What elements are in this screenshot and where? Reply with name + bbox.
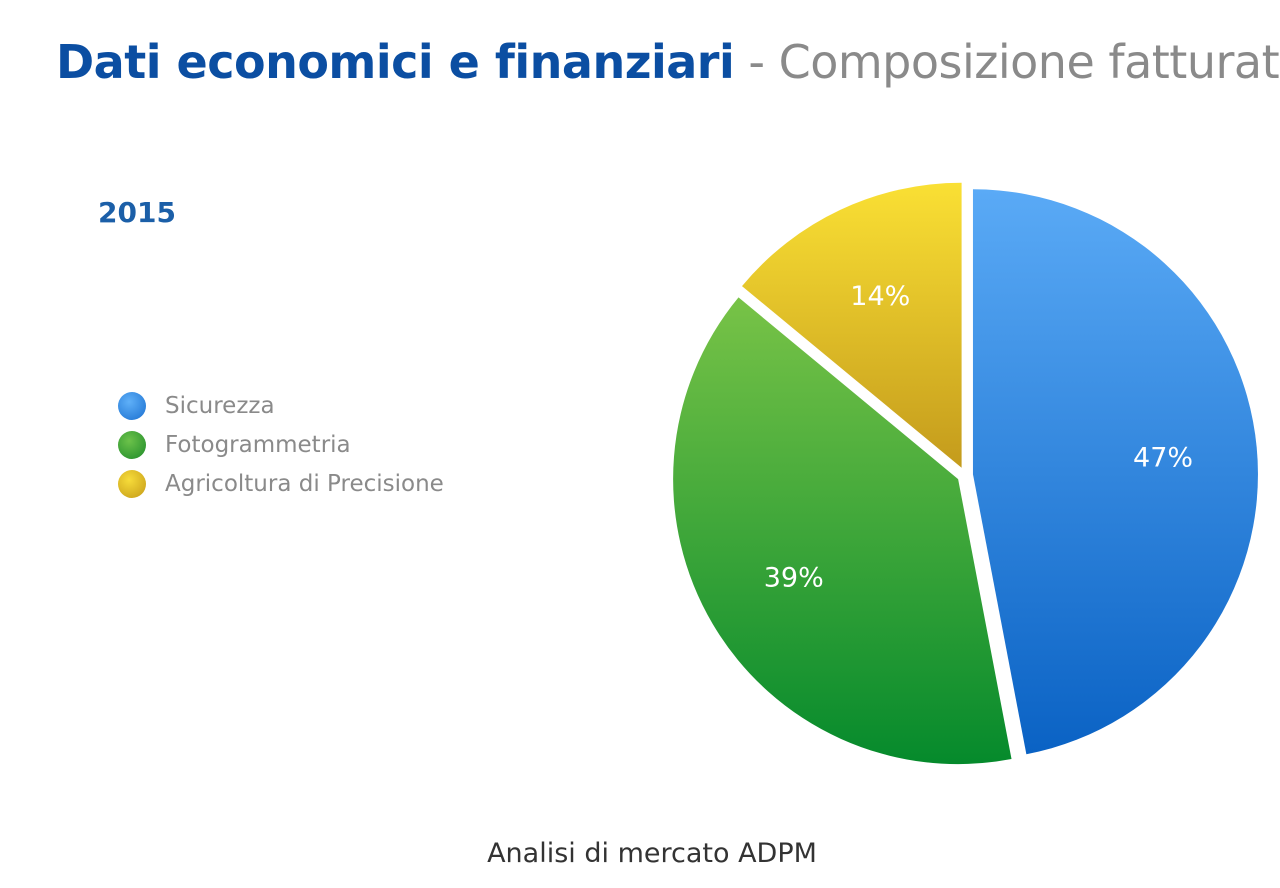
page-title: Dati economici e finanziari - Composizio… (56, 30, 1280, 94)
pie-slice-sicurezza (972, 189, 1258, 755)
chart-legend: Sicurezza Fotogrammetria Agricoltura di … (118, 386, 444, 503)
legend-dot-icon (118, 391, 146, 420)
legend-item-sicurezza: Sicurezza (118, 386, 444, 425)
title-separator: - (734, 35, 779, 89)
pie-slice-fotogrammetria (673, 297, 1012, 765)
pie-slice-label: 39% (764, 562, 824, 593)
pie-labels: 47% 39% 14% (764, 281, 1193, 593)
title-main: Dati economici e finanziari (56, 35, 735, 89)
chart-year-title: 2015 (98, 196, 176, 229)
legend-label: Fotogrammetria (165, 431, 351, 458)
pie-slice-label: 14% (850, 281, 910, 312)
legend-label: Sicurezza (165, 392, 275, 419)
legend-item-fotogrammetria: Fotogrammetria (118, 425, 444, 464)
title-subtitle: Composizione fatturato (778, 35, 1280, 89)
legend-label: Agricoltura di Precisione (165, 470, 444, 497)
pie-slices (673, 182, 1258, 765)
legend-dot-icon (118, 469, 146, 498)
pie-slice-label: 47% (1133, 442, 1193, 473)
footer-caption: Analisi di mercato ADPM (487, 838, 817, 869)
legend-dot-icon (118, 430, 146, 459)
legend-item-agricoltura: Agricoltura di Precisione (118, 464, 444, 503)
pie-slice-agricoltura (741, 182, 962, 468)
